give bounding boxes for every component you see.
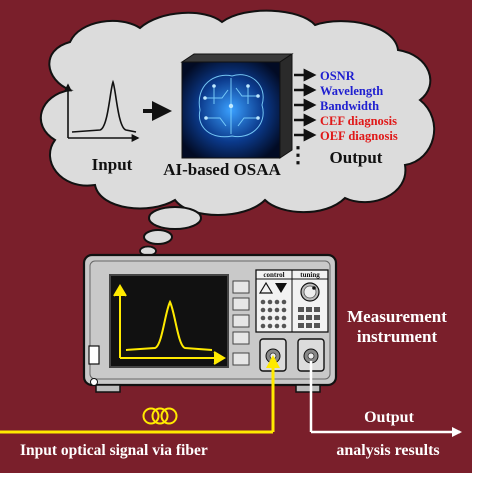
instrument-foot: [296, 385, 320, 392]
output-item-bandwidth: Bandwidth: [320, 99, 379, 113]
measurement-label-line1: Measurement: [347, 307, 447, 326]
ai-brain-icon: [182, 54, 292, 158]
cloud-output-label: Output: [330, 148, 383, 167]
softkey-button[interactable]: [233, 353, 249, 365]
measurement-label-line2: instrument: [357, 327, 438, 346]
power-button[interactable]: [89, 346, 99, 364]
output-item-oef: OEF diagnosis: [320, 129, 398, 143]
instrument-foot: [96, 385, 120, 392]
control-label: control: [263, 271, 284, 279]
tuning-label: tuning: [300, 271, 320, 279]
thought-bubble-large: [149, 207, 201, 229]
softkey-button[interactable]: [233, 332, 249, 344]
output-item-cef: CEF diagnosis: [320, 114, 397, 128]
ai-engine-label: AI-based OSAA: [163, 160, 281, 179]
more-outputs-indicator: ⋮: [287, 142, 309, 167]
softkey-button[interactable]: [233, 298, 249, 310]
input-label: Input: [92, 155, 133, 174]
measurement-instrument: control tuning: [84, 255, 336, 392]
analysis-results-label: analysis results: [336, 442, 439, 459]
softkey-button[interactable]: [233, 281, 249, 293]
thought-bubble-medium: [144, 230, 172, 244]
tuning-keypad: [298, 307, 320, 328]
instrument-screen: [110, 275, 228, 367]
tuning-knob-icon[interactable]: [301, 283, 319, 301]
output-label: Output: [364, 409, 414, 426]
output-item-osnr: OSNR: [320, 69, 356, 83]
input-signal-label: Input optical signal via fiber: [20, 442, 208, 459]
output-item-wavelength: Wavelength: [320, 84, 383, 98]
softkey-button[interactable]: [233, 315, 249, 327]
power-indicator-icon: [91, 379, 98, 386]
